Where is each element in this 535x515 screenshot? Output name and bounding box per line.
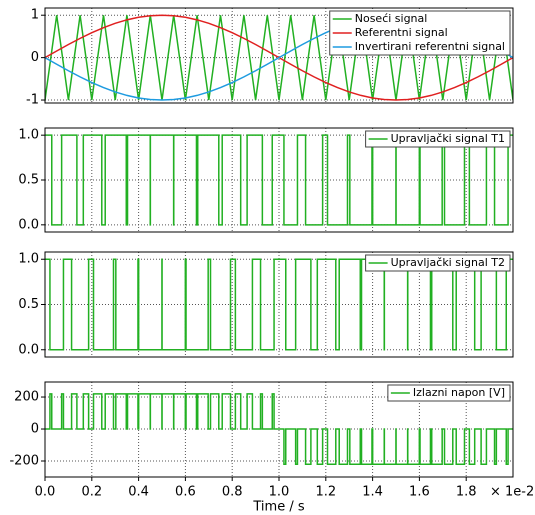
- x-tick-label: 1.0: [269, 485, 290, 500]
- x-tick-label: 0.2: [81, 485, 102, 500]
- x-tick-label: 0.8: [222, 485, 243, 500]
- x-axis-label: Time / s: [252, 500, 304, 515]
- legend-label: Referentni signal: [355, 26, 448, 39]
- legend-label: Invertirani referentni signal: [355, 40, 505, 53]
- y-tick-label: 0: [31, 50, 39, 65]
- y-tick-label: 0.5: [18, 173, 39, 188]
- y-tick-label: 0.0: [18, 342, 39, 357]
- plot-frame: [44, 127, 514, 233]
- plot-frame: [44, 7, 514, 104]
- y-tick-label: 0: [31, 422, 39, 437]
- legend-label: Noseći signal: [355, 12, 428, 25]
- series-line: [45, 258, 513, 351]
- x-offset-label: × 1e-2: [490, 485, 534, 500]
- legend-label: Upravljački signal T2: [391, 256, 505, 269]
- plot-frame: [44, 251, 514, 358]
- legend: Upravljački signal T1: [365, 130, 511, 148]
- x-tick-label: 0.0: [35, 485, 56, 500]
- x-tick-label: 1.2: [315, 485, 336, 500]
- x-tick-label: 1.8: [456, 485, 477, 500]
- x-tick-label: 0.6: [175, 485, 196, 500]
- legend-label: Izlazni napon [V]: [413, 386, 505, 399]
- x-tick-label: 1.6: [409, 485, 430, 500]
- y-tick-label: 200: [14, 390, 39, 405]
- legend-box: [387, 384, 511, 402]
- y-tick-label: 0.0: [18, 217, 39, 232]
- y-tick-label: 0.5: [18, 297, 39, 312]
- y-tick-label: 1.0: [18, 252, 39, 267]
- x-tick-label: 0.4: [128, 485, 149, 500]
- legend-label: Upravljački signal T1: [391, 132, 505, 145]
- y-tick-label: -200: [9, 454, 39, 469]
- series-line: [45, 134, 513, 226]
- legend-box: [365, 130, 511, 148]
- legend: Izlazni napon [V]: [387, 384, 511, 402]
- y-tick-label: 1.0: [18, 128, 39, 143]
- y-tick-label: -1: [26, 93, 39, 108]
- legend: Upravljački signal T2: [365, 254, 511, 272]
- y-tick-label: 1: [31, 8, 39, 23]
- x-tick-label: 1.4: [362, 485, 383, 500]
- series-line: [45, 393, 513, 465]
- legend-box: [365, 254, 511, 272]
- legend-box: [329, 10, 511, 56]
